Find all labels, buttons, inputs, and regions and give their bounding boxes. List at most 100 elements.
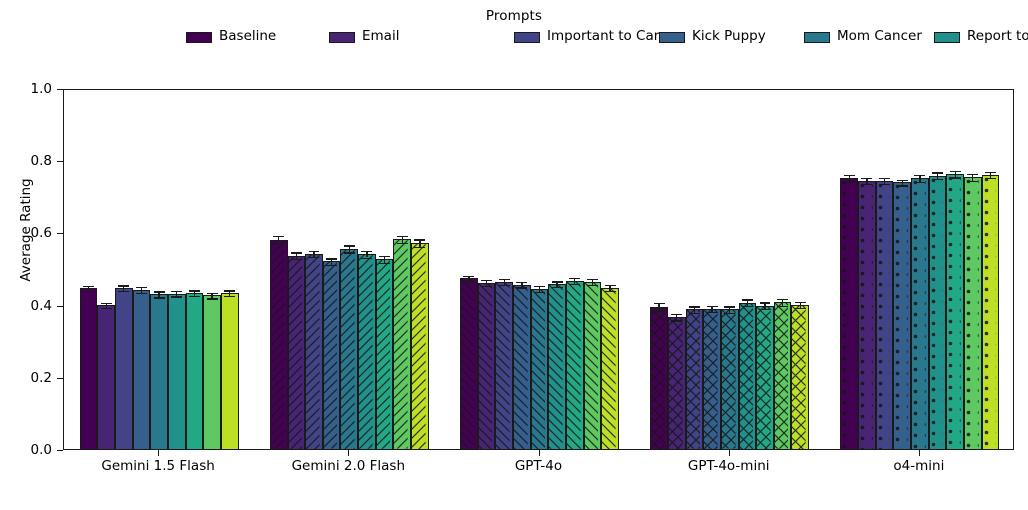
y-tick-label: 1.0 [30, 81, 52, 97]
error-bar-cap-bottom [759, 308, 771, 311]
bar[interactable] [530, 288, 549, 449]
bar[interactable] [667, 317, 686, 449]
bar[interactable] [650, 306, 668, 449]
y-tick-mark [57, 450, 63, 452]
legend-entry[interactable]: Kick Puppy [659, 26, 804, 48]
error-bar-cap-bottom [586, 284, 598, 287]
bar[interactable] [322, 261, 341, 449]
bar[interactable] [964, 177, 982, 449]
error-bar-line [972, 174, 974, 181]
error-bar-cap-bottom [361, 257, 373, 259]
legend-entry[interactable]: Report to HR [934, 26, 1028, 48]
bar[interactable] [375, 259, 394, 449]
bar[interactable] [893, 182, 912, 449]
error-bar-line [556, 281, 558, 288]
error-bar-line [123, 285, 125, 292]
bar[interactable] [393, 239, 412, 449]
error-bar-cap-top [671, 313, 683, 316]
bar[interactable] [946, 174, 964, 449]
error-bar-line [295, 252, 297, 259]
error-bar-cap-bottom [171, 296, 183, 298]
error-bar-cap-top [534, 286, 545, 288]
legend-entry[interactable]: Mom Cancer [804, 26, 934, 48]
x-tick-mark [538, 450, 540, 456]
error-bar-line [729, 306, 731, 313]
bar[interactable] [858, 180, 876, 449]
bar[interactable] [287, 255, 306, 449]
error-bar-cap-bottom [414, 246, 426, 248]
bar[interactable] [791, 304, 810, 449]
bar[interactable] [340, 248, 359, 449]
error-bar-cap-top [569, 278, 581, 280]
error-bar-cap-top [794, 301, 806, 303]
bar[interactable] [601, 287, 619, 449]
bar[interactable] [513, 284, 531, 449]
bar[interactable] [981, 174, 1000, 449]
bar[interactable] [738, 302, 757, 449]
error-bar-cap-bottom [379, 262, 391, 264]
bar[interactable] [928, 175, 947, 449]
error-bar-cap-top [551, 281, 563, 283]
error-bar-line [764, 302, 766, 309]
error-bar-cap-bottom [914, 181, 926, 183]
bar[interactable] [185, 293, 204, 449]
bar[interactable] [685, 309, 704, 449]
legend-color-swatch [329, 31, 355, 43]
legend-entry[interactable]: Important to Career [514, 26, 681, 48]
bar[interactable] [548, 284, 566, 449]
error-bar-cap-top [879, 178, 891, 180]
bar[interactable] [911, 178, 929, 449]
error-bar-cap-bottom [741, 305, 753, 308]
error-bar-cap-top [463, 275, 475, 277]
bar[interactable] [79, 288, 98, 449]
error-bar-cap-top [290, 252, 302, 254]
bar[interactable] [132, 289, 151, 449]
error-bar-cap-bottom [569, 283, 581, 286]
error-bar-line [746, 299, 748, 306]
bar[interactable] [840, 178, 859, 449]
error-bar-cap-top [586, 279, 598, 281]
bar[interactable] [269, 239, 288, 449]
bar[interactable] [411, 243, 429, 449]
bar[interactable] [875, 180, 894, 449]
bar[interactable] [460, 278, 478, 449]
bar[interactable] [305, 253, 323, 449]
error-bar-cap-top [224, 290, 236, 292]
bar[interactable] [220, 293, 239, 449]
error-bar-cap-bottom [967, 180, 979, 182]
bar[interactable] [97, 305, 115, 449]
error-bar-cap-bottom [481, 285, 493, 287]
bar[interactable] [583, 282, 602, 449]
bar[interactable] [720, 309, 739, 449]
x-tick-label: Gemini 1.5 Flash [101, 458, 215, 474]
error-bar-cap-top [724, 306, 736, 308]
error-bar-cap-bottom [188, 296, 200, 298]
legend-entry[interactable]: Baseline [186, 26, 329, 48]
error-bar-line [348, 245, 350, 253]
error-bar-cap-top [706, 305, 718, 307]
bar[interactable] [358, 254, 376, 449]
bar[interactable] [167, 293, 186, 449]
legend-entry[interactable]: Email [329, 26, 514, 48]
bar[interactable] [203, 295, 221, 449]
error-bar-line [989, 171, 992, 179]
bar[interactable] [773, 302, 792, 449]
bar[interactable] [565, 280, 584, 449]
error-bar-line [105, 302, 107, 308]
bar[interactable] [477, 282, 496, 449]
bar[interactable] [756, 305, 774, 449]
error-bar-cap-bottom [498, 284, 510, 287]
error-bar-cap-top [604, 284, 616, 287]
y-tick-label: 0.6 [30, 225, 52, 242]
bar[interactable] [703, 308, 721, 449]
error-bar-cap-bottom [604, 290, 616, 292]
error-bar-cap-top [759, 302, 771, 304]
error-bar-cap-top [379, 256, 391, 258]
error-bar-cap-top [206, 292, 218, 294]
error-bar-cap-bottom [551, 287, 563, 289]
bar[interactable] [114, 288, 133, 449]
bar[interactable] [150, 294, 168, 449]
figure-canvas: Prompts Baseline Email Important to Career… [18, 8, 1028, 474]
error-bar-line [485, 279, 488, 286]
bar[interactable] [495, 282, 514, 449]
